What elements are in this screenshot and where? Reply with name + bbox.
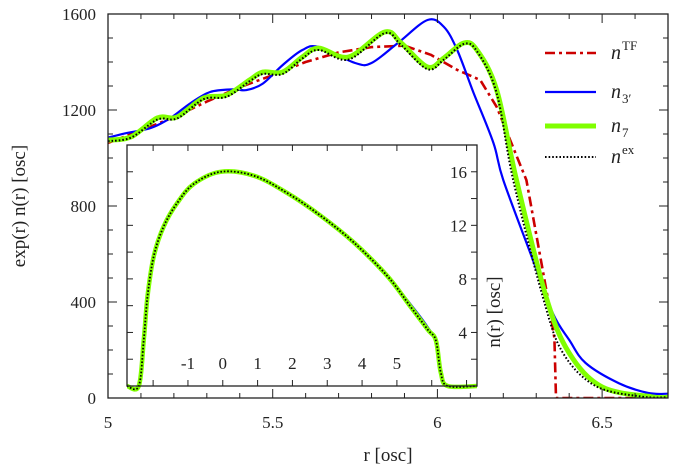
inset-plot-curves bbox=[126, 169, 478, 392]
main-axis-ticks bbox=[107, 13, 669, 399]
inset-y-tick-label: 16 bbox=[450, 163, 467, 182]
inset-x-tick-label: 5 bbox=[393, 354, 402, 373]
series-line-n-ex bbox=[108, 31, 668, 398]
legend-item-n-tf: nTF bbox=[545, 38, 637, 64]
legend-label: n3′ bbox=[611, 81, 632, 106]
inset-series-line-n-ex bbox=[126, 170, 478, 391]
inset-x-tick-label: 1 bbox=[253, 354, 262, 373]
series-line-n-7 bbox=[108, 29, 668, 398]
y-tick-label: 0 bbox=[88, 389, 97, 408]
inset-x-tick-label: 2 bbox=[288, 354, 297, 373]
inset-x-tick-label: 4 bbox=[358, 354, 367, 373]
inset-plot-frame bbox=[126, 144, 478, 387]
legend-item-n-ex: nex bbox=[545, 142, 635, 168]
y-tick-label: 1200 bbox=[62, 101, 96, 120]
inset-x-tick-label: -1 bbox=[181, 354, 195, 373]
inset-axis-ticks bbox=[127, 145, 477, 386]
y-tick-label: 1600 bbox=[62, 5, 96, 24]
y-axis-label: exp(r) n(r) [osc] bbox=[9, 145, 30, 267]
x-axis-label: r [osc] bbox=[363, 445, 412, 466]
x-tick-label: 6 bbox=[433, 413, 442, 432]
inset-y-tick-label: 12 bbox=[450, 216, 467, 235]
inset-y-axis-label: n(r) [osc] bbox=[484, 276, 505, 347]
inset-x-tick-label: 0 bbox=[219, 354, 228, 373]
x-tick-label: 5 bbox=[104, 413, 113, 432]
legend-item-n-7: n7 bbox=[545, 115, 629, 140]
inset-y-tick-label: 8 bbox=[459, 270, 468, 289]
series-line-n-3prime bbox=[108, 18, 668, 396]
legend-item-n-3prime: n3′ bbox=[545, 81, 632, 106]
main-tick-labels: 5 5.5 6 6.5 0 400 800 1200 1600 bbox=[62, 5, 613, 432]
legend-label: n7 bbox=[611, 115, 629, 140]
y-tick-label: 800 bbox=[71, 197, 97, 216]
inset-y-tick-label: 4 bbox=[459, 323, 468, 342]
x-tick-label: 6.5 bbox=[591, 413, 612, 432]
inset-x-tick-label: 3 bbox=[323, 354, 332, 373]
y-tick-label: 400 bbox=[71, 293, 97, 312]
legend-label: nTF bbox=[611, 38, 637, 64]
x-tick-label: 5.5 bbox=[262, 413, 283, 432]
inset-background bbox=[127, 145, 477, 386]
main-plot-curves bbox=[108, 18, 668, 398]
legend-label: nex bbox=[611, 142, 635, 168]
